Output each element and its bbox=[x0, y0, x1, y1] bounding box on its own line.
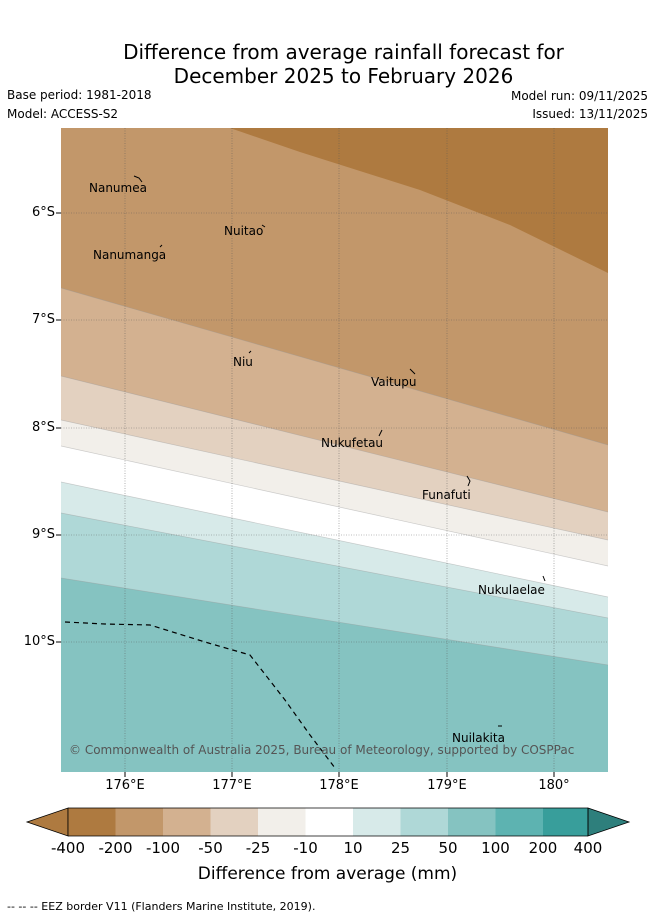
colorbar-label: 100 bbox=[481, 839, 510, 857]
island-label-niu: Niu bbox=[233, 355, 253, 369]
y-tick-label: 10°S bbox=[23, 634, 55, 649]
colorbar-label: 25 bbox=[390, 839, 411, 857]
island-label-nukulaelae: Nukulaelae bbox=[478, 583, 545, 597]
title-line-1: Difference from average rainfall forecas… bbox=[123, 40, 564, 64]
band-minus-200-400 bbox=[230, 128, 608, 273]
y-tick-label: 9°S bbox=[31, 527, 55, 542]
colorbar bbox=[25, 807, 631, 837]
colorbar-label: 10 bbox=[343, 839, 363, 857]
colorbar-label: -25 bbox=[245, 839, 271, 857]
colorbar-label: -400 bbox=[50, 839, 86, 857]
island-shapes bbox=[133, 175, 546, 727]
model-run-date: Model run: 09/11/2025 bbox=[510, 89, 648, 103]
nanumea-island bbox=[133, 175, 143, 183]
x-tick-label: 176°E bbox=[105, 778, 145, 793]
colorbar-swatch bbox=[543, 808, 588, 836]
colorbar-swatch bbox=[353, 808, 401, 836]
island-label-nukufetau: Nukufetau bbox=[321, 436, 384, 450]
copyright-notice: © Commonwealth of Australia 2025, Bureau… bbox=[69, 743, 575, 757]
island-label-nanumanga: Nanumanga bbox=[93, 248, 167, 262]
colorbar-swatch bbox=[163, 808, 211, 836]
colorbar-extend-high bbox=[587, 807, 631, 837]
colorbar-swatch bbox=[448, 808, 496, 836]
nanumanga-island bbox=[159, 244, 163, 248]
island-label-nuilakita: Nuilakita bbox=[452, 731, 505, 745]
map-title: Difference from average rainfall forecas… bbox=[0, 40, 655, 88]
nuitao-island bbox=[261, 224, 266, 228]
colorbar-label: 400 bbox=[573, 839, 603, 857]
colorbar-label: -100 bbox=[145, 839, 181, 857]
colorbar-label: 200 bbox=[528, 839, 558, 857]
issued-date: Issued: 13/11/2025 bbox=[532, 107, 648, 121]
band-edges bbox=[61, 287, 608, 666]
colorbar-swatch bbox=[495, 808, 543, 836]
x-tick-label: 179°E bbox=[427, 778, 467, 793]
island-label-funafuti: Funafuti bbox=[422, 488, 471, 502]
colorbar-label: 50 bbox=[438, 839, 458, 857]
colorbar-label: -10 bbox=[293, 839, 318, 857]
colorbar-swatch bbox=[258, 808, 306, 836]
eez-border bbox=[64, 621, 336, 769]
model-name: Model: ACCESS-S2 bbox=[7, 107, 119, 121]
vaitupu-island bbox=[409, 368, 416, 375]
x-tick-label: 177°E bbox=[212, 778, 252, 793]
colorbar-swatch bbox=[68, 808, 116, 836]
x-tick-label: 180° bbox=[538, 778, 570, 793]
niu-island bbox=[248, 350, 252, 354]
island-label-nuitao: Nuitao bbox=[224, 224, 264, 238]
colorbar-label: -50 bbox=[198, 839, 223, 857]
nukulaelae-island bbox=[542, 575, 546, 582]
colorbar-extend-low bbox=[25, 807, 69, 837]
funafuti-island bbox=[466, 475, 471, 487]
island-label-vaitupu: Vaitupu bbox=[371, 375, 417, 389]
colorbar-swatch bbox=[400, 808, 448, 836]
y-tick-label: 7°S bbox=[31, 312, 55, 327]
title-line-2: December 2025 to February 2026 bbox=[173, 64, 514, 88]
y-tick-label: 6°S bbox=[31, 205, 55, 220]
colorbar-swatch bbox=[210, 808, 258, 836]
nukufetau-island bbox=[378, 429, 383, 437]
axis-ticks bbox=[56, 212, 555, 777]
x-tick-label: 178°E bbox=[319, 778, 359, 793]
colorbar-swatch bbox=[305, 808, 353, 836]
eez-legend: -- -- -- EEZ border V11 (Flanders Marine… bbox=[7, 900, 316, 913]
colorbar-swatch bbox=[115, 808, 163, 836]
island-label-nanumea: Nanumea bbox=[89, 181, 147, 195]
colorbar-label: -200 bbox=[98, 839, 133, 857]
base-period: Base period: 1981-2018 bbox=[7, 88, 152, 102]
y-tick-label: 8°S bbox=[31, 420, 55, 435]
colorbar-title: Difference from average (mm) bbox=[197, 864, 458, 884]
graticule bbox=[61, 128, 608, 772]
